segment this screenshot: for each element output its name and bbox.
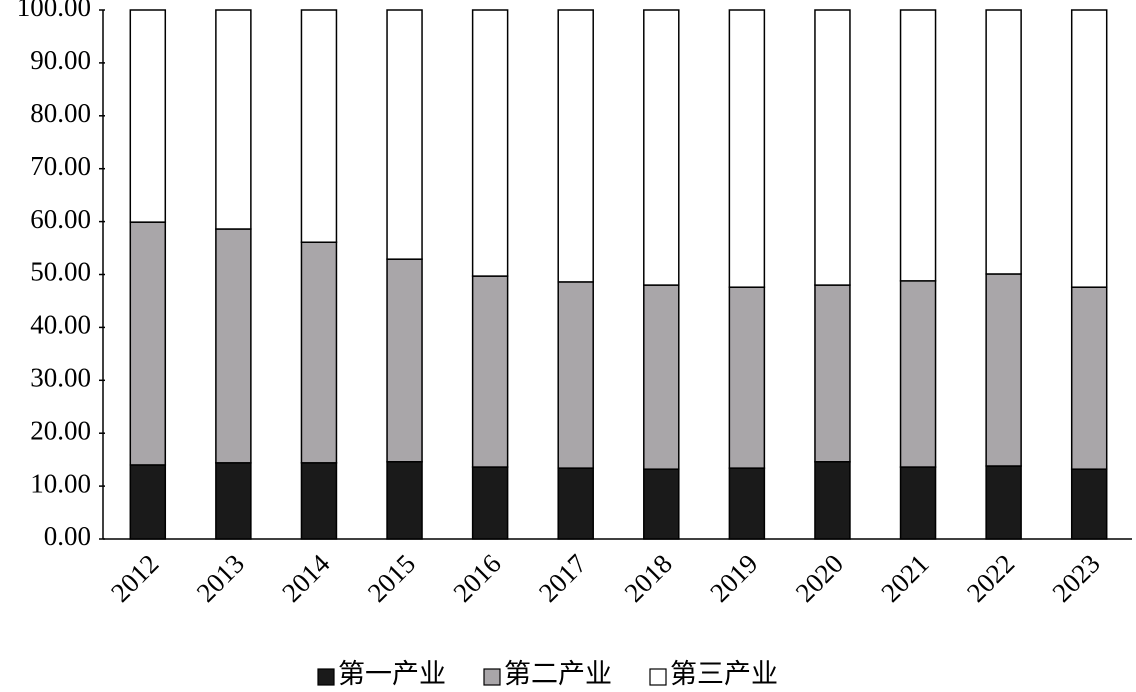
bar-segment	[215, 228, 252, 464]
bar-segment	[129, 9, 167, 223]
x-tick-label: 2019	[704, 548, 763, 607]
bar-segment	[129, 221, 167, 466]
y-tick-label: 50.00	[30, 257, 91, 287]
legend-swatch	[649, 668, 667, 686]
x-tick-label: 2022	[961, 548, 1020, 607]
y-tick-label: 100.00	[17, 0, 91, 22]
x-tick-label: 2023	[1046, 548, 1105, 607]
bar-segment	[386, 9, 423, 260]
bar-segment	[129, 464, 167, 540]
bar-segment	[985, 9, 1022, 275]
legend-swatch	[317, 668, 335, 686]
bar-segment	[899, 9, 937, 282]
bar-segment	[300, 462, 338, 540]
y-tick-label: 0.00	[44, 521, 91, 551]
y-tick-label: 20.00	[30, 415, 91, 445]
bar-segment	[557, 281, 594, 469]
bar-segment	[300, 9, 338, 243]
bar-segment	[814, 461, 851, 540]
y-tick-label: 10.00	[30, 468, 91, 498]
bar-segment	[985, 465, 1022, 540]
bar-segment	[1070, 468, 1108, 540]
bar-segment	[814, 9, 851, 286]
legend-swatch	[483, 668, 501, 686]
x-tick-label: 2014	[276, 548, 336, 608]
y-tick-label: 80.00	[30, 98, 91, 128]
bar-segment	[215, 9, 252, 230]
y-tick-label: 60.00	[30, 204, 91, 234]
bar-segment	[386, 258, 423, 463]
bar-segment	[1070, 286, 1108, 470]
x-tick-label: 2020	[790, 548, 849, 607]
x-tick-label: 2013	[191, 548, 250, 607]
x-tick-label: 2016	[447, 548, 506, 607]
bar-segment	[300, 241, 338, 464]
legend-label: 第一产业	[338, 659, 446, 689]
bar-segment	[728, 467, 766, 540]
y-tick-label: 90.00	[30, 45, 91, 75]
y-tick-label: 30.00	[30, 363, 91, 393]
bar-segment	[471, 275, 509, 468]
x-tick-label: 2021	[875, 548, 934, 607]
bar-segment	[1070, 9, 1108, 288]
bar-segment	[899, 466, 937, 540]
bar-segment	[643, 9, 680, 286]
x-tick-label: 2012	[105, 548, 164, 607]
bar-segment	[899, 280, 937, 468]
bar-segment	[471, 466, 509, 540]
y-tick-label: 40.00	[30, 310, 91, 340]
bar-segment	[728, 9, 766, 288]
bar-segment	[386, 461, 423, 540]
bar-segment	[728, 286, 766, 469]
x-tick-label: 2018	[619, 548, 678, 607]
bar-segment	[557, 467, 594, 540]
bar-segment	[557, 9, 594, 283]
x-tick-label: 2017	[533, 548, 592, 607]
bar-segment	[985, 273, 1022, 467]
legend-label: 第二产业	[504, 659, 612, 689]
bar-segment	[814, 284, 851, 463]
bar-segment	[471, 9, 509, 277]
bar-segment	[215, 462, 252, 540]
legend: 第一产业 第二产业 第三产业	[317, 659, 778, 689]
legend-label: 第三产业	[670, 659, 778, 689]
x-tick-label: 2015	[362, 548, 421, 607]
y-tick-label: 70.00	[30, 151, 91, 181]
bar-segment	[643, 284, 680, 470]
bar-segment	[643, 468, 680, 540]
